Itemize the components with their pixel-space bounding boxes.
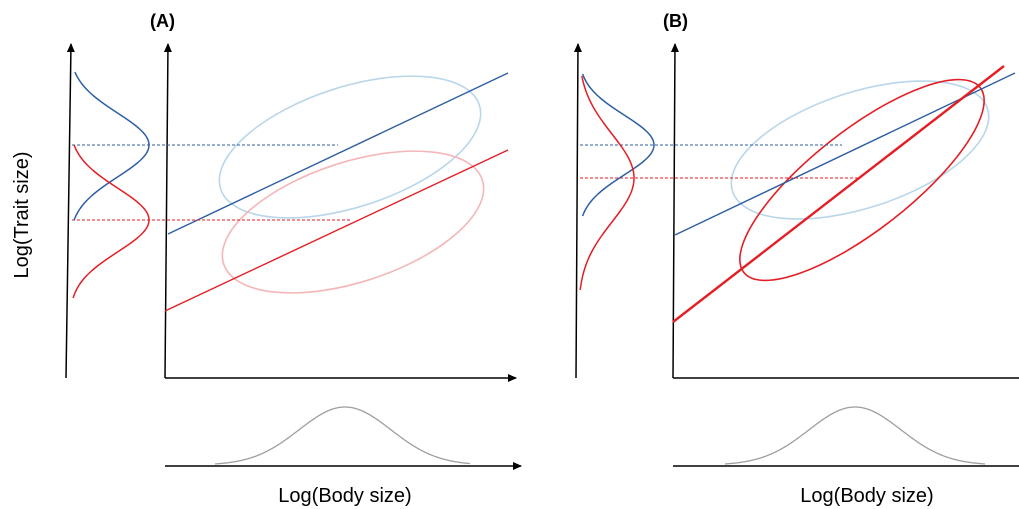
panel-b-blue-ellipse: [730, 80, 990, 220]
panel-b-red-distribution: [579, 75, 635, 291]
panel-b-red-regression-line: [672, 65, 1005, 323]
panel-a-red-distribution: [72, 144, 150, 299]
panel-b-distribution-axis: [573, 43, 582, 379]
panel-a-blue-distribution: [73, 71, 150, 221]
panel-b-blue-distribution: [581, 73, 655, 217]
panel-b-label: (B): [663, 11, 688, 31]
panel-b-y-axis: [670, 43, 679, 379]
panel-a-y-axis: [163, 43, 172, 379]
panel-a-blue-ellipse: [218, 75, 482, 219]
panel-a: (A): [65, 11, 522, 470]
panel-a-red-ellipse: [221, 150, 485, 294]
panel-b: (B): [573, 11, 1019, 467]
panel-a-red-regression-line: [164, 149, 509, 312]
panel-a-label: (A): [150, 11, 175, 31]
panel-a-body-size-distribution: [214, 406, 471, 465]
panel-b-red-ellipse: [739, 78, 985, 282]
x-axis-label-b: Log(Body size): [800, 485, 933, 507]
y-axis-label: Log(Trait size): [11, 151, 33, 278]
panel-a-blue-regression-line: [167, 72, 509, 235]
panel-b-body-size-distribution: [724, 406, 986, 465]
x-axis-label-a: Log(Body size): [278, 485, 411, 507]
panel-a-distribution-axis: [65, 43, 75, 379]
